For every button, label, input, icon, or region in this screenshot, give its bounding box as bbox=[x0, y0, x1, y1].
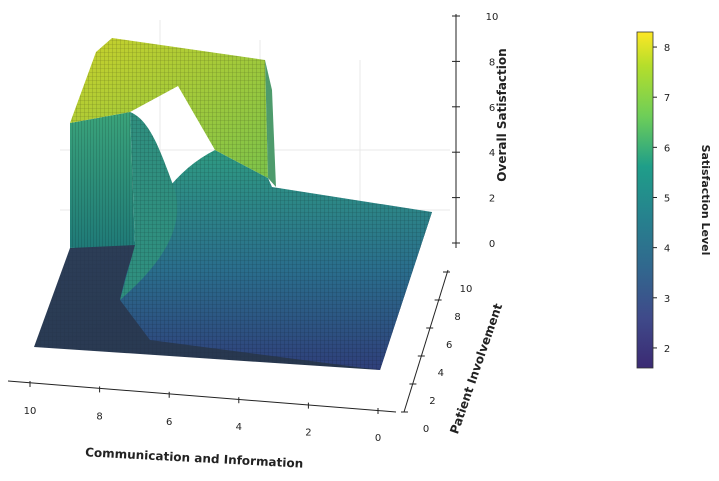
x-tick-label: 0 bbox=[375, 433, 381, 444]
y-tick-label: 4 bbox=[438, 368, 444, 379]
colorbar bbox=[636, 31, 654, 369]
z-axis-title: Overall Satisfaction bbox=[495, 48, 509, 181]
x-axis-line bbox=[7, 380, 397, 413]
z-tick-label: 0 bbox=[489, 239, 495, 250]
x-ticks: 10 8 6 4 2 0 bbox=[24, 381, 381, 444]
x-tick-label: 10 bbox=[24, 406, 37, 417]
x-axis-title: Communication and Information bbox=[85, 445, 304, 470]
axes bbox=[7, 14, 457, 413]
x-tick-label: 4 bbox=[236, 422, 242, 433]
colorbar-tick-label: 8 bbox=[664, 43, 670, 54]
z-tick-label: 6 bbox=[489, 103, 495, 114]
y-tick-label: 8 bbox=[454, 312, 460, 323]
colorbar-tick-label: 7 bbox=[664, 93, 670, 104]
surface-slope-mesh bbox=[120, 112, 178, 300]
colorbar-tick-label: 5 bbox=[664, 193, 670, 204]
colorbar-tick-label: 2 bbox=[664, 344, 670, 355]
colorbar-tick-label: 4 bbox=[664, 244, 670, 255]
z-tick-label: 2 bbox=[489, 194, 495, 205]
z-tick-label: 8 bbox=[489, 57, 495, 68]
colorbar-title: Satisfaction Level bbox=[699, 145, 712, 256]
z-ticks: 0 2 4 6 8 10 bbox=[452, 12, 498, 250]
surface-right-face bbox=[265, 60, 276, 187]
colorbar-tick-label: 3 bbox=[664, 294, 670, 305]
z-tick-label: 4 bbox=[489, 148, 495, 159]
y-tick-label: 0 bbox=[423, 424, 429, 435]
colorbar-ticks: 2 3 4 5 6 7 8 bbox=[653, 43, 670, 355]
x-tick-label: 2 bbox=[305, 428, 311, 439]
y-tick-label: 2 bbox=[429, 396, 435, 407]
surface-bowl-mesh bbox=[120, 150, 432, 370]
y-tick-label: 10 bbox=[460, 284, 473, 295]
y-tick-label: 6 bbox=[446, 340, 452, 351]
surface-plateau-mesh bbox=[70, 38, 268, 178]
y-ticks: 0 2 4 6 8 10 bbox=[401, 271, 473, 435]
surface-wall-front-lines bbox=[70, 112, 135, 248]
z-tick-label: 10 bbox=[486, 12, 499, 23]
x-tick-label: 6 bbox=[166, 417, 172, 428]
colorbar-tick-label: 6 bbox=[664, 143, 670, 154]
y-axis-line bbox=[403, 269, 449, 413]
x-tick-label: 8 bbox=[96, 411, 102, 422]
